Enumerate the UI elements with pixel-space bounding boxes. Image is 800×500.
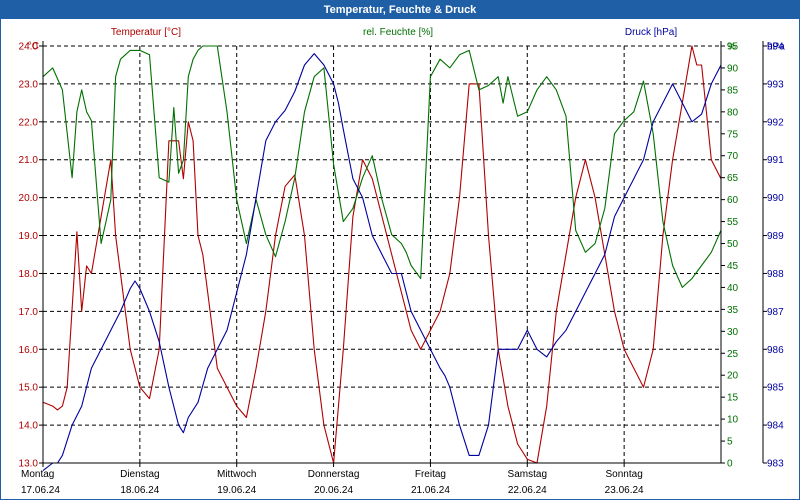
tick-label-hum: 85 [727,85,739,96]
tick-label-hum: 80 [727,107,739,118]
axis-unit-temp: °C [28,41,39,52]
tick-label-hum: 0 [727,459,733,470]
tick-label-temp: 17.0 [19,307,39,318]
x-label-date: 21.06.24 [411,485,450,496]
x-label-date: 17.06.24 [21,485,60,496]
tick-label-press: 985 [767,383,784,394]
x-label-date: 23.06.24 [605,485,644,496]
tick-label-hum: 60 [727,195,739,206]
tick-label-hum: 95 [727,42,739,53]
axis-unit-hum: % [727,42,736,53]
tick-label-press: 988 [767,269,784,280]
tick-label-temp: 19.0 [19,231,39,242]
tick-label-hum: 70 [727,151,739,162]
x-label-date: 22.06.24 [508,485,547,496]
label-humidity: rel. Feuchte [%] [363,27,433,38]
tick-label-hum: 25 [727,349,739,360]
tick-label-press: 992 [767,117,784,128]
x-label-day: Donnerstag [308,469,360,480]
tick-label-temp: 18.0 [19,269,39,280]
tick-label-hum: 20 [727,371,739,382]
tick-label-temp: 15.0 [19,383,39,394]
tick-label-temp: 20.0 [19,193,39,204]
tick-label-temp: 24.0 [19,42,39,53]
x-label-day: Dienstag [120,469,159,480]
tick-label-hum: 5 [727,437,733,448]
tick-label-press: 987 [767,307,784,318]
tick-label-temp: 14.0 [19,421,39,432]
x-label-day: Montag [21,469,54,480]
tick-label-press: 984 [767,421,784,432]
tick-label-hum: 40 [727,283,739,294]
tick-label-hum: 45 [727,261,739,272]
x-label-day: Sonntag [606,469,643,480]
tick-label-hum: 55 [727,217,739,228]
tick-label-hum: 30 [727,327,739,338]
tick-label-hum: 75 [727,129,739,140]
tick-label-temp: 22.0 [19,117,39,128]
x-label-date: 19.06.24 [217,485,256,496]
series-line-press [42,53,722,472]
tick-label-press: 994 [767,42,784,53]
label-pressure: Druck [hPa] [625,27,677,38]
tick-label-press: 990 [767,193,784,204]
tick-label-press: 983 [767,459,784,470]
tick-label-temp: 21.0 [19,155,39,166]
tick-label-hum: 90 [727,63,739,74]
tick-label-press: 993 [767,79,784,90]
axis-unit-press: hPa [767,42,785,53]
x-label-date: 20.06.24 [314,485,353,496]
tick-label-hum: 50 [727,239,739,250]
tick-label-temp: 16.0 [19,345,39,356]
tick-label-temp: 13.0 [19,459,39,470]
tick-label-hum: 15 [727,393,739,404]
x-label-date: 18.06.24 [120,485,159,496]
tick-label-hum: 10 [727,415,739,426]
label-temperature: Temperatur [°C] [111,27,181,38]
tick-label-press: 991 [767,155,784,166]
window-title: Temperatur, Feuchte & Druck [1,1,799,19]
x-label-day: Freitag [415,469,446,480]
tick-label-hum: 35 [727,305,739,316]
tick-label-hum: 65 [727,173,739,184]
tick-label-press: 986 [767,345,784,356]
tick-label-temp: 23.0 [19,79,39,90]
tick-label-press: 989 [767,231,784,242]
series-line-hum [42,45,722,288]
x-label-day: Samstag [508,469,547,480]
x-label-day: Mittwoch [217,469,256,480]
